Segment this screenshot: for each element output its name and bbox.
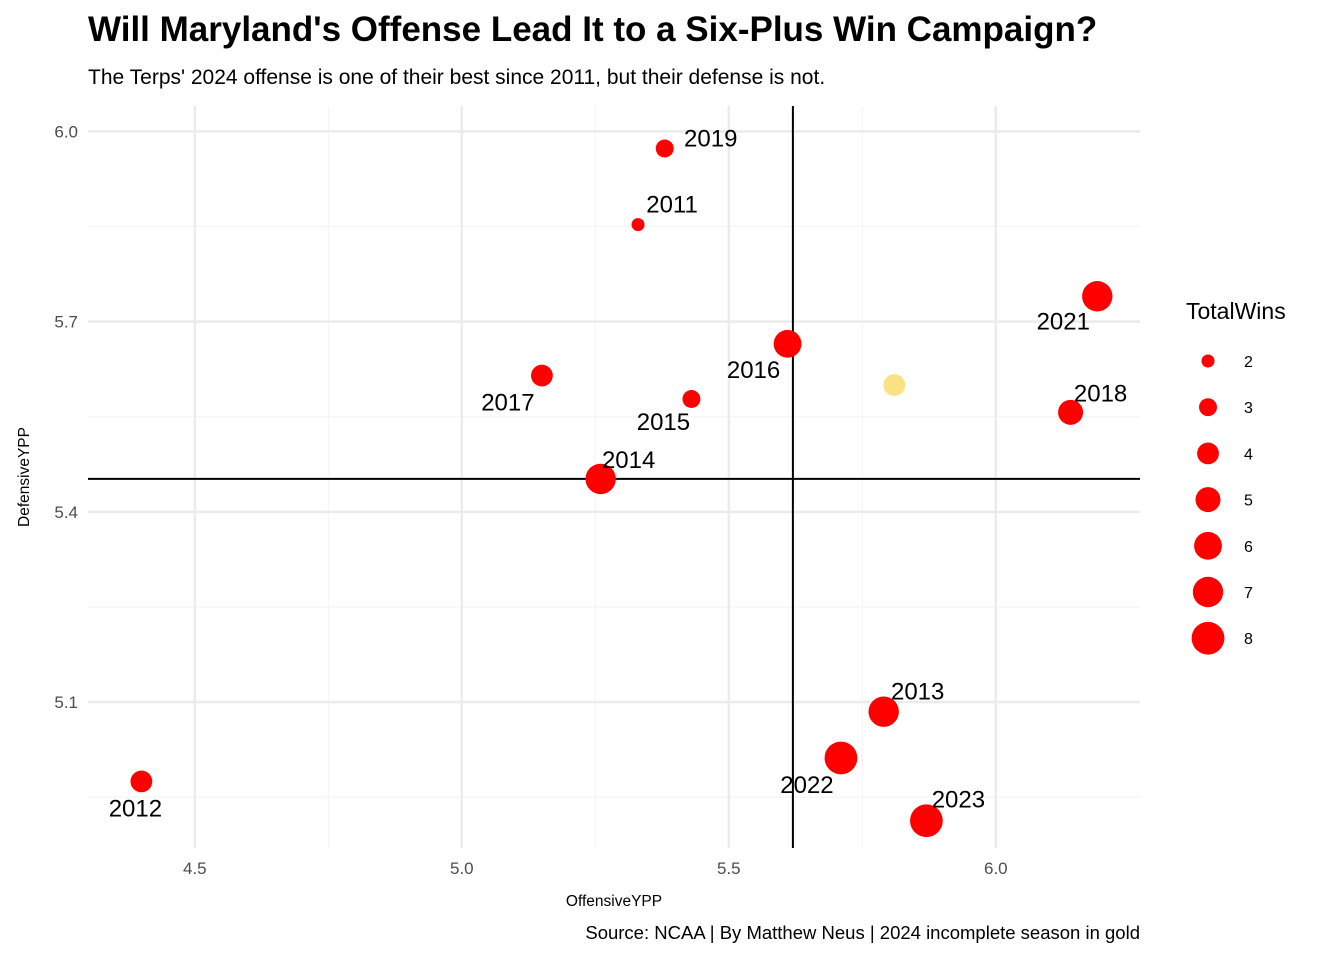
legend-key-6 — [1194, 531, 1222, 560]
x-tick-label: 5.0 — [450, 859, 474, 878]
y-tick-label: 6.0 — [54, 122, 78, 141]
point-label-2016: 2016 — [727, 357, 780, 384]
chart-title: Will Maryland's Offense Lead It to a Six… — [88, 10, 1098, 49]
data-point-2022 — [824, 741, 858, 775]
legend-title: TotalWins — [1186, 298, 1286, 324]
point-label-2019: 2019 — [684, 125, 737, 152]
size-legend: TotalWins 2 3 4 5 6 7 8 — [1186, 298, 1286, 655]
data-point-2014 — [585, 463, 616, 495]
x-axis-title: OffensiveYPP — [566, 893, 662, 910]
point-labels: 2011 2012 2013 2014 2015 2016 2017 2018 2019 2021… — [109, 125, 1128, 822]
legend-label-7: 7 — [1244, 585, 1253, 602]
data-point-2013 — [868, 696, 899, 727]
data-point-2018 — [1058, 399, 1084, 425]
y-tick-label: 5.4 — [54, 503, 78, 522]
point-label-2021: 2021 — [1037, 308, 1090, 335]
legend-key-4 — [1197, 442, 1219, 465]
x-tick-label: 4.5 — [183, 859, 207, 878]
point-label-2018: 2018 — [1074, 380, 1127, 407]
legend-label-5: 5 — [1244, 493, 1253, 510]
grid-lines — [88, 106, 1140, 848]
data-point-2019 — [655, 139, 674, 158]
y-tick-label: 5.1 — [54, 693, 78, 712]
point-label-2017: 2017 — [481, 390, 534, 417]
legend-label-2: 2 — [1244, 354, 1253, 371]
legend-label-8: 8 — [1244, 631, 1253, 648]
data-point-2023 — [910, 804, 943, 838]
point-label-2011: 2011 — [646, 192, 698, 219]
legend-key-7 — [1192, 576, 1224, 608]
data-point-2024 — [883, 374, 906, 396]
legend-key-3 — [1199, 398, 1217, 417]
chart-caption: Source: NCAA | By Matthew Neus | 2024 in… — [585, 922, 1140, 943]
legend-key-2 — [1201, 354, 1215, 368]
data-point-2011 — [631, 218, 645, 232]
point-label-2014: 2014 — [602, 447, 655, 474]
point-label-2012: 2012 — [109, 795, 162, 822]
legend-label-4: 4 — [1244, 446, 1253, 463]
point-label-2015: 2015 — [637, 409, 690, 436]
point-label-2022: 2022 — [780, 772, 833, 799]
x-tick-label: 5.5 — [717, 859, 741, 878]
legend-key-5 — [1195, 487, 1221, 513]
data-point-2015 — [682, 390, 701, 408]
data-point-2016 — [773, 329, 802, 358]
point-label-2013: 2013 — [891, 679, 944, 706]
axis-ticks: 4.5 5.0 5.5 6.0 5.1 5.4 5.7 6.0 — [54, 122, 1007, 878]
legend-label-3: 3 — [1244, 400, 1253, 417]
x-tick-label: 6.0 — [984, 859, 1008, 878]
legend-label-6: 6 — [1244, 539, 1253, 556]
legend-key-8 — [1191, 621, 1225, 655]
data-point-2012 — [130, 770, 153, 793]
data-points — [130, 139, 1113, 838]
y-tick-label: 5.7 — [54, 313, 78, 332]
data-point-2017 — [531, 364, 553, 387]
y-axis-title: DefensiveYPP — [16, 427, 33, 527]
data-point-2021 — [1082, 281, 1113, 312]
point-label-2023: 2023 — [932, 787, 985, 814]
chart-subtitle: The Terps' 2024 offense is one of their … — [88, 66, 826, 89]
